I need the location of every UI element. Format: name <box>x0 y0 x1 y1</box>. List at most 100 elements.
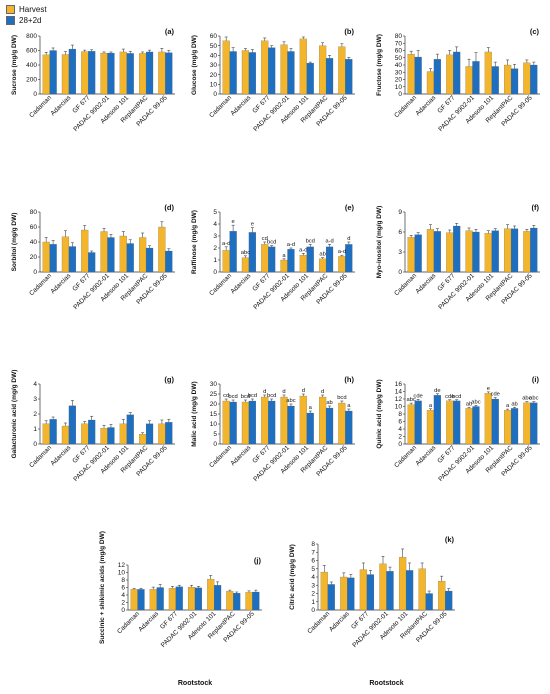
bar-harvest <box>100 231 108 273</box>
bar-harvest <box>407 54 415 95</box>
significance-letter: bcd <box>306 238 315 244</box>
bar-28-2d <box>510 68 519 95</box>
bar-28-2d <box>433 59 441 95</box>
bar-harvest <box>299 395 307 445</box>
y-tick-label: 30 <box>210 62 218 69</box>
category-label: Adarcias <box>415 444 438 467</box>
y-tick-label: 40 <box>210 53 218 60</box>
x-axis-label: Rootstock <box>178 680 212 687</box>
significance-letter: a-d <box>338 249 346 255</box>
bar-harvest <box>504 64 512 95</box>
category-label: Cadaman <box>393 444 418 469</box>
category-label: Cadaman <box>208 272 233 297</box>
y-axis-label: Glucose (mg/g DW) <box>191 35 198 95</box>
bar-harvest <box>446 54 454 95</box>
significance-letter: abc <box>522 396 531 402</box>
bar-28-2d <box>268 246 276 273</box>
bar-harvest <box>222 250 230 273</box>
significance-letter: a <box>347 403 351 409</box>
bar-28-2d <box>405 570 414 611</box>
significance-letter: ab <box>511 401 517 407</box>
category-label: Cadaman <box>28 444 53 469</box>
significance-letter: abc <box>471 399 480 405</box>
y-tick-label: 8 <box>311 541 315 548</box>
bar-harvest <box>139 237 147 273</box>
y-axis-label: Raffinose (mg/g DW) <box>191 210 198 274</box>
bar-harvest <box>261 396 269 445</box>
significance-letter: abc <box>406 397 415 403</box>
bar-28-2d <box>165 250 173 273</box>
bar-harvest <box>465 408 473 445</box>
significance-letter: bcd <box>267 240 276 246</box>
bar-28-2d <box>510 408 519 445</box>
category-label: Cadaman <box>28 94 53 119</box>
bar-28-2d <box>510 228 519 273</box>
significance-letter: bcd <box>248 393 257 399</box>
y-tick-label: 15 <box>210 411 218 418</box>
significance-letter: cde <box>445 394 454 400</box>
bar-28-2d <box>414 234 422 273</box>
significance-letter: d <box>263 389 266 395</box>
bar-28-2d <box>530 64 538 95</box>
bar-harvest <box>523 402 531 445</box>
y-tick-label: 4 <box>121 592 125 599</box>
bar-harvest <box>42 423 50 445</box>
significance-letter: a <box>309 405 313 411</box>
bar-28-2d <box>306 246 314 273</box>
bar-harvest <box>261 40 269 95</box>
y-tick-label: 3 <box>213 233 217 240</box>
y-tick-label: 7 <box>311 549 315 556</box>
bar-28-2d <box>472 61 480 95</box>
y-tick-label: 6 <box>398 419 402 426</box>
bar-28-2d <box>433 231 441 273</box>
category-label: Adarcias <box>137 610 160 633</box>
y-tick-label: 60 <box>395 48 403 55</box>
bar-28-2d <box>453 51 461 95</box>
bar-28-2d <box>68 405 76 445</box>
bar-harvest <box>158 226 166 273</box>
significance-letter: bcd <box>337 395 346 401</box>
bar-28-2d <box>327 584 335 611</box>
y-tick-label: 60 <box>30 224 38 231</box>
bar-28-2d <box>248 400 256 445</box>
category-label: Adarcias <box>50 444 73 467</box>
bar-harvest <box>207 579 215 611</box>
y-tick-label: 2 <box>398 434 402 441</box>
bar-28-2d <box>306 62 314 95</box>
panel-label: (f) <box>532 203 540 212</box>
bar-harvest <box>168 588 176 611</box>
bar-28-2d <box>88 51 96 95</box>
bar-28-2d <box>386 571 394 611</box>
bar-28-2d <box>229 401 237 445</box>
category-label: Cadaman <box>393 272 418 297</box>
y-tick-label: 0 <box>398 441 402 448</box>
significance-letter: abc <box>286 398 295 404</box>
y-axis-label: Citric acid (mg/g DW) <box>289 544 296 610</box>
y-tick-label: 80 <box>395 33 403 40</box>
significance-letter: a-d <box>299 247 307 253</box>
significance-letter: a <box>506 403 510 409</box>
bar-28-2d <box>345 244 353 273</box>
bar-harvest <box>81 51 89 95</box>
bar-28-2d <box>345 410 353 445</box>
bar-harvest <box>340 576 348 611</box>
y-tick-label: 60 <box>210 33 218 40</box>
bar-28-2d <box>233 593 241 611</box>
bar-harvest <box>484 393 492 445</box>
bar-28-2d <box>472 231 480 273</box>
significance-letter: abc <box>241 250 250 256</box>
bar-28-2d <box>49 419 57 445</box>
y-tick-label: 0 <box>398 91 402 98</box>
y-tick-label: 1 <box>213 257 217 264</box>
bar-harvest <box>139 434 147 445</box>
bar-harvest <box>484 233 492 273</box>
bar-harvest <box>484 51 492 95</box>
y-tick-label: 600 <box>26 48 37 55</box>
bar-28-2d <box>325 246 334 273</box>
bar-harvest <box>426 229 435 273</box>
bar-harvest <box>119 423 127 445</box>
y-tick-label: 4 <box>398 426 402 433</box>
y-tick-label: 0 <box>213 91 217 98</box>
y-tick-label: 4 <box>311 574 315 581</box>
